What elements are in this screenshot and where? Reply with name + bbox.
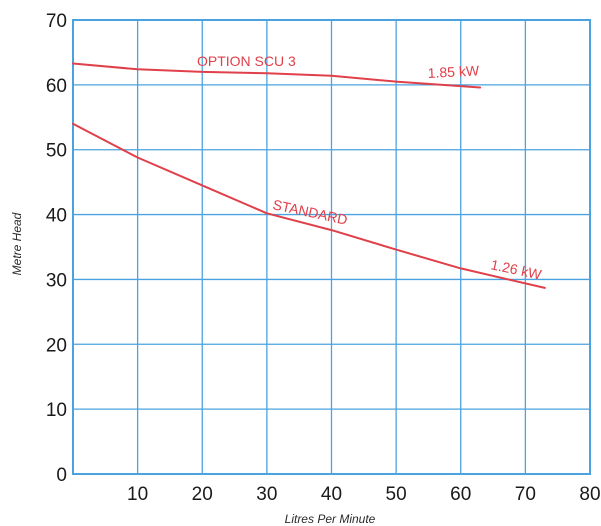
series-line-option-scu-3 bbox=[72, 62, 482, 89]
x-axis-title: Litres Per Minute bbox=[285, 512, 376, 526]
y-tick-label: 70 bbox=[46, 11, 67, 32]
series-lines bbox=[72, 62, 546, 289]
x-tick-label: 80 bbox=[579, 484, 600, 505]
x-tick-label: 30 bbox=[256, 484, 277, 505]
plot-frame bbox=[72, 19, 591, 475]
y-tick-label: 30 bbox=[46, 270, 67, 291]
x-tick-label: 20 bbox=[192, 484, 213, 505]
x-tick-label: 50 bbox=[386, 484, 407, 505]
x-tick-label: 40 bbox=[321, 484, 342, 505]
series-label-standard: STANDARD bbox=[271, 196, 349, 227]
y-tick-label: 50 bbox=[46, 141, 67, 162]
x-tick-label: 70 bbox=[515, 484, 536, 505]
series-line-standard bbox=[72, 122, 546, 289]
y-axis-ticks: 0 10 20 30 40 50 60 70 bbox=[46, 11, 67, 486]
x-tick-label: 10 bbox=[127, 484, 148, 505]
y-tick-label: 60 bbox=[46, 76, 67, 97]
y-tick-label: 40 bbox=[46, 206, 67, 227]
x-tick-label: 60 bbox=[450, 484, 471, 505]
grid bbox=[73, 19, 591, 475]
y-tick-label: 10 bbox=[46, 400, 67, 421]
x-axis-ticks: 10 20 30 40 50 60 70 80 bbox=[127, 484, 601, 505]
power-label-option-scu-3: 1.85 kW bbox=[427, 62, 480, 81]
series-label-option-scu-3: OPTION SCU 3 bbox=[197, 53, 296, 69]
y-axis-title: Metre Head bbox=[10, 212, 24, 275]
y-tick-label: 0 bbox=[56, 465, 67, 486]
y-tick-label: 20 bbox=[46, 335, 67, 356]
